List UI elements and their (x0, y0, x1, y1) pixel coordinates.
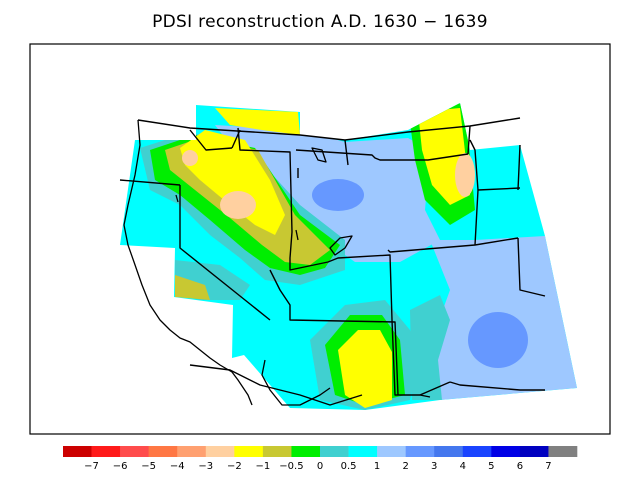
field-peach-idaho (182, 150, 198, 166)
colorbar-swatch (491, 446, 521, 457)
field-peach-nevada (220, 191, 256, 219)
field-teal-texas (410, 295, 450, 400)
colorbar-swatch (320, 446, 349, 457)
idaho-border (189, 129, 233, 151)
colorbar-swatch (348, 446, 378, 457)
colorbar-swatch (519, 446, 549, 457)
colorbar-label: 1 (374, 461, 380, 472)
dakota-border (467, 125, 521, 191)
pacific-coast (123, 119, 253, 406)
colorbar-swatch (377, 446, 406, 457)
colorbar-swatch (434, 446, 464, 457)
colorbar-swatch (405, 446, 435, 457)
colorbar-label: 0 (317, 461, 323, 472)
coastline (123, 119, 353, 406)
field-medium-blue-north (312, 179, 364, 211)
colorbar-swatch (63, 446, 92, 457)
pdsi-field (120, 103, 577, 410)
colorbar-label: 7 (545, 461, 551, 472)
colorbar: −7 −6 −5 −4 −3 −2 −1 −0.5 0 0.5 1 2 3 4 5 6 7 (63, 446, 578, 472)
colorbar-swatch (120, 446, 149, 457)
arizona-border (269, 269, 399, 396)
colorbar-swatch (148, 446, 178, 457)
great-salt-lake (311, 147, 327, 163)
colorbar-label: 5 (488, 461, 494, 472)
california-nevada-border (179, 185, 271, 321)
colorbar-label: 2 (402, 461, 408, 472)
texas-border (419, 381, 545, 398)
wyoming-border (295, 149, 469, 161)
field-yellow-south (338, 330, 392, 408)
state-borders (119, 117, 546, 406)
colorbar-swatch (234, 446, 264, 457)
lake-tahoe (175, 194, 179, 203)
colorbar-label: −0.5 (279, 461, 303, 472)
colorbar-label: 3 (431, 461, 437, 472)
map-title: PDSI reconstruction A.D. 1630 − 1639 (152, 12, 488, 32)
lake-pyramid (295, 229, 299, 241)
colorbar-swatch (91, 446, 121, 457)
field-yellow-north (215, 108, 300, 135)
wyoming-utah-border (297, 139, 349, 178)
nevada-border-east (231, 127, 293, 233)
colorbar-label: −3 (198, 461, 213, 472)
colorado-border (387, 237, 519, 253)
mexico-border (189, 364, 363, 406)
colorbar-label: −7 (84, 461, 99, 472)
field-peach-dakota (455, 153, 475, 197)
utah-border (289, 231, 393, 321)
colorbar-label: −2 (227, 461, 242, 472)
colorbar-label: 4 (460, 461, 466, 472)
lake-mead (329, 235, 353, 256)
colorbar-label: −1 (256, 461, 271, 472)
oregon-california-border (119, 179, 181, 186)
colorbar-swatch (462, 446, 492, 457)
colorbar-swatch (177, 446, 207, 457)
colorbar-label: −6 (113, 461, 128, 472)
gulf-of-california (261, 359, 331, 406)
colorbar-label: −5 (141, 461, 156, 472)
colorbar-label: −4 (170, 461, 185, 472)
field-medium-blue-south (468, 312, 528, 368)
colorbar-swatch (291, 446, 321, 457)
colorbar-label: 0.5 (341, 461, 357, 472)
oklahoma-border (517, 237, 546, 297)
field-olive-southwest (175, 275, 210, 300)
field-yellow-west (180, 130, 285, 235)
colorbar-swatch (262, 446, 292, 457)
colorbar-label: 6 (517, 461, 523, 472)
new-mexico-border (391, 319, 451, 396)
colorbar-swatch (548, 446, 578, 457)
colorbar-swatch (205, 446, 235, 457)
